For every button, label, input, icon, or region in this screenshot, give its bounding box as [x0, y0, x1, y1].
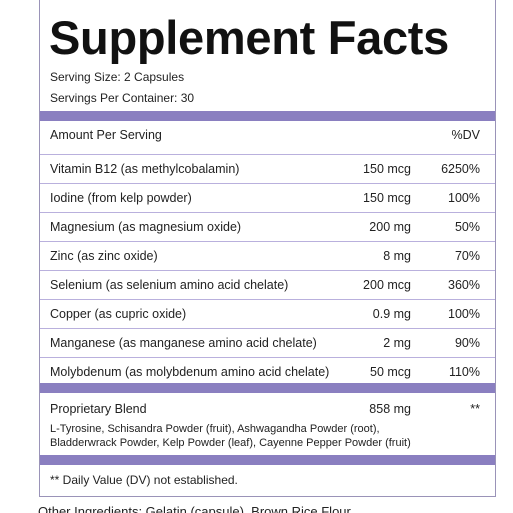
row-divider [40, 241, 495, 242]
nutrient-name: Magnesium (as magnesium oxide) [50, 220, 242, 234]
nutrient-dv: 6250% [441, 162, 480, 176]
nutrient-amount: 50 mcg [370, 365, 411, 379]
nutrient-dv: 50% [454, 220, 480, 234]
blend-name: Proprietary Blend [50, 402, 147, 416]
column-header: %DV [451, 128, 480, 142]
divider [40, 383, 495, 393]
nutrient-name: Vitamin B12 (as methylcobalamin) [50, 162, 240, 176]
nutrient-dv: 100% [448, 307, 480, 321]
column-header: Amount Per Serving [50, 128, 162, 142]
nutrient-name: Zinc (as zinc oxide) [50, 249, 158, 263]
nutrient-amount: 200 mcg [363, 278, 411, 292]
nutrient-amount: 150 mcg [363, 191, 411, 205]
nutrient-name: Selenium (as selenium amino acid chelate… [50, 278, 289, 292]
blend-ingredients: Bladderwrack Powder, Kelp Powder (leaf),… [50, 437, 411, 449]
nutrient-name: Copper (as cupric oxide) [50, 307, 187, 321]
divider [40, 455, 495, 465]
nutrient-amount: 0.9 mg [372, 307, 411, 321]
row-divider [40, 212, 495, 213]
blend-amount: 858 mg [369, 402, 411, 416]
row-divider [40, 357, 495, 358]
nutrient-name: Manganese (as manganese amino acid chela… [50, 336, 317, 350]
row-divider [40, 183, 495, 184]
title: Supplement Facts [49, 11, 450, 64]
row-divider [40, 299, 495, 300]
nutrient-amount: 200 mg [369, 220, 411, 234]
nutrient-dv: 110% [448, 365, 480, 379]
nutrient-dv: 70% [454, 249, 480, 263]
other-ingredients: Other Ingredients: Gelatin (capsule), Br… [38, 504, 351, 513]
nutrient-dv: 100% [448, 191, 480, 205]
divider [40, 111, 495, 121]
row-divider [40, 328, 495, 329]
nutrient-name: Molybdenum (as molybdenum amino acid che… [50, 365, 330, 379]
nutrient-amount: 150 mcg [363, 162, 411, 176]
nutrient-name: Iodine (from kelp powder) [50, 191, 192, 205]
nutrient-amount: 2 mg [383, 336, 411, 350]
row-divider [40, 154, 495, 155]
serving-size: Serving Size: 2 Capsules [50, 70, 185, 84]
row-divider [40, 270, 495, 271]
blend-ingredients: L-Tyrosine, Schisandra Powder (fruit), A… [50, 423, 380, 435]
nutrient-dv: 360% [448, 278, 480, 292]
nutrient-dv: 90% [454, 336, 480, 350]
nutrient-amount: 8 mg [383, 249, 411, 263]
blend-dv: ** [470, 402, 480, 416]
servings-per-container: Servings Per Container: 30 [50, 91, 195, 105]
label-border [39, 0, 496, 497]
footnote: ** Daily Value (DV) not established. [50, 473, 238, 487]
